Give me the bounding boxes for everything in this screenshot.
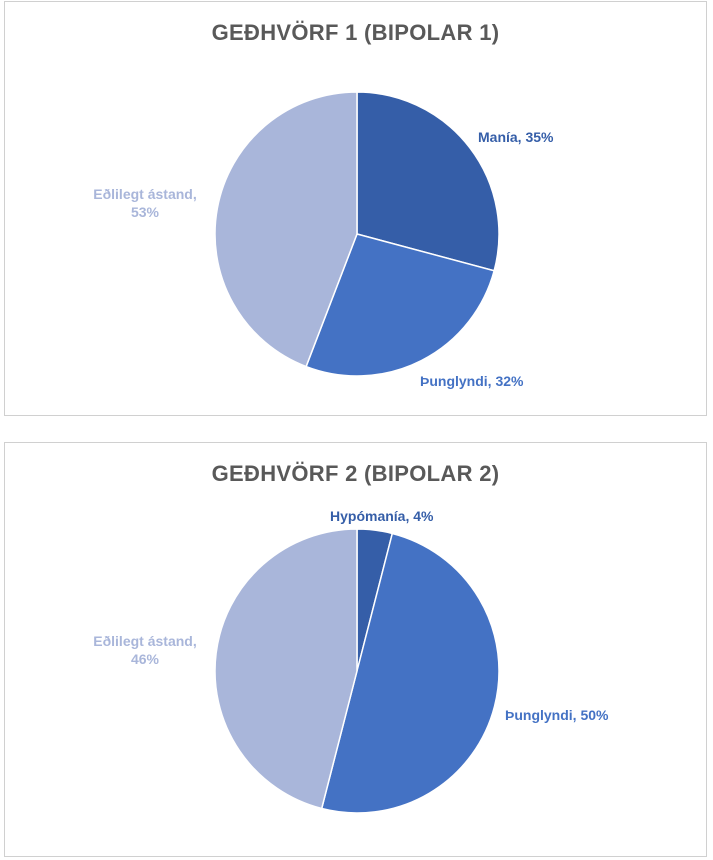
pie-slice-manía <box>356 91 500 272</box>
slice-label-edlilegt-line2: 53% <box>130 204 160 220</box>
slice-label-edlilegt: Eðlilegt ástand, 46% <box>80 632 210 668</box>
pie-slice-eðlilegt-ástand <box>214 91 358 368</box>
pie-chart-bipolar-1 <box>214 91 500 377</box>
pie-slice-þunglyndi <box>305 233 496 377</box>
pie-slice-eðlilegt-ástand <box>214 528 358 810</box>
slice-label-thunglyndi: Þunglyndi, 32% <box>420 373 524 389</box>
slice-label-mania: Manía, 35% <box>478 129 554 145</box>
chart-panel-bipolar-2: GEÐHVÖRF 2 (BIPOLAR 2) Hypómanía, 4% Þun… <box>4 442 707 857</box>
slice-label-thunglyndi: Þunglyndi, 50% <box>505 707 609 723</box>
slice-label-edlilegt-line1: Eðlilegt ástand, <box>93 186 197 202</box>
pie-chart-bipolar-2 <box>214 528 500 814</box>
chart-panel-bipolar-1: GEÐHVÖRF 1 (BIPOLAR 1) Manía, 35% Þungly… <box>4 1 707 416</box>
slice-label-edlilegt: Eðlilegt ástand, 53% <box>80 185 210 221</box>
slice-label-hypomania: Hypómanía, 4% <box>330 508 434 524</box>
pie-slice-þunglyndi <box>320 532 500 814</box>
slice-label-edlilegt-line2: 46% <box>130 651 160 667</box>
chart-title: GEÐHVÖRF 2 (BIPOLAR 2) <box>211 461 500 486</box>
slice-label-edlilegt-line1: Eðlilegt ástand, <box>93 633 197 649</box>
chart-title: GEÐHVÖRF 1 (BIPOLAR 1) <box>211 20 500 45</box>
